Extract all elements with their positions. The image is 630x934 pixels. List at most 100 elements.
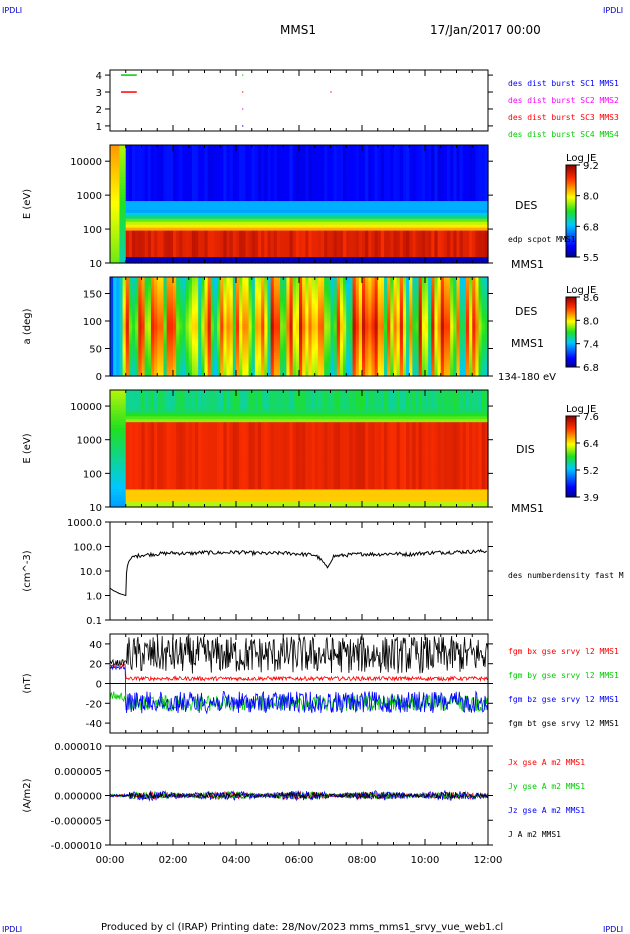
heatmap-cell [154,236,158,240]
heatmap-cell [198,221,202,226]
heatmap-cell [185,236,190,240]
heatmap-cell [185,145,190,149]
heatmap-cell [191,215,196,220]
heatmap-cell [113,162,117,167]
heatmap-cell [119,236,124,240]
heatmap-cell [191,183,196,187]
heatmap-cell [173,239,177,243]
heatmap-cell [198,153,202,158]
heatmap-cell [173,186,177,190]
heatmap-cell [163,251,168,255]
heatmap-cell [191,257,196,261]
heatmap-cell [157,189,161,193]
heatmap-cell [176,239,180,243]
heatmap-cell [195,236,199,240]
heatmap-cell [169,177,174,181]
heatmap-cell [169,236,174,240]
heatmap-cell [198,189,202,193]
heatmap-cell [173,165,177,170]
heatmap-cell [110,156,114,161]
heatmap-cell [138,168,143,173]
heatmap-cell [160,230,165,235]
heatmap-cell [191,189,196,193]
ytick-label: 10000 [70,157,102,168]
heatmap-cell [176,242,180,246]
heatmap-cell [185,186,190,190]
heatmap-cell [157,165,161,170]
heatmap-cell [150,168,155,173]
heatmap-cell [150,153,155,158]
heatmap-cell [204,195,209,199]
heatmap-cell [201,242,206,246]
heatmap-cell [198,209,202,214]
heatmap-cell [125,186,130,190]
heatmap-cell [163,227,168,232]
heatmap-cell [110,251,114,255]
heatmap-cell [119,209,124,214]
heatmap-cell [116,183,121,187]
heatmap-cell [138,206,143,211]
heatmap-cell [204,233,209,238]
heatmap-cell [157,162,161,167]
heatmap-cell [166,180,171,184]
heatmap-cell [113,233,117,238]
heatmap-cell [147,215,152,220]
heatmap-cell [204,192,209,196]
heatmap-cell [122,230,127,235]
heatmap-cell [182,212,187,217]
heatmap-cell [195,183,199,187]
heatmap-cell [113,174,117,179]
heatmap-cell [135,230,139,235]
heatmap-cell [185,171,190,176]
heatmap-cell [185,251,190,255]
heatmap-cell [191,180,196,184]
heatmap-cell [113,204,117,208]
heatmap-cell [204,254,209,258]
heatmap-cell [195,162,199,167]
heatmap-cell [182,150,187,155]
heatmap-cell [116,150,121,155]
heatmap-cell [163,260,168,264]
heatmap-cell [154,239,158,243]
heatmap-cell [182,224,187,229]
heatmap-cell [135,221,139,226]
heatmap-cell [169,245,174,249]
heatmap-cell [135,192,139,196]
heatmap-cell [191,177,196,181]
heatmap-cell [132,198,136,202]
heatmap-cell [179,156,184,161]
heatmap-cell [198,257,202,261]
heatmap-cell [119,168,124,173]
heatmap-cell [144,257,149,261]
heatmap-cell [128,221,133,226]
heatmap-cell [147,145,152,149]
heatmap-cell [169,174,174,179]
heatmap-cell [185,239,190,243]
heatmap-cell [160,180,165,184]
heatmap-cell [110,153,114,158]
heatmap-cell [182,204,187,208]
heatmap-cell [166,239,171,243]
heatmap-cell [135,145,139,149]
legend-entry: des dist burst SC4 MMS4 [508,130,619,139]
heatmap-cell [144,254,149,258]
heatmap-cell [113,186,117,190]
heatmap-cell [132,145,136,149]
heatmap-cell [110,230,114,235]
heatmap-cell [163,153,168,158]
heatmap-cell [154,159,158,164]
heatmap-cell [182,180,187,184]
heatmap-cell [166,209,171,214]
heatmap-cell [176,150,180,155]
heatmap-cell [160,192,165,196]
heatmap-cell [191,218,196,223]
heatmap-cell [166,171,171,176]
heatmap-cell [119,204,124,208]
heatmap-cell [195,174,199,179]
heatmap-cell [163,248,168,252]
heatmap-cell [163,215,168,220]
heatmap-cell [182,248,187,252]
heatmap-cell [166,162,171,167]
heatmap-cell [125,230,130,235]
heatmap-cell [160,248,165,252]
